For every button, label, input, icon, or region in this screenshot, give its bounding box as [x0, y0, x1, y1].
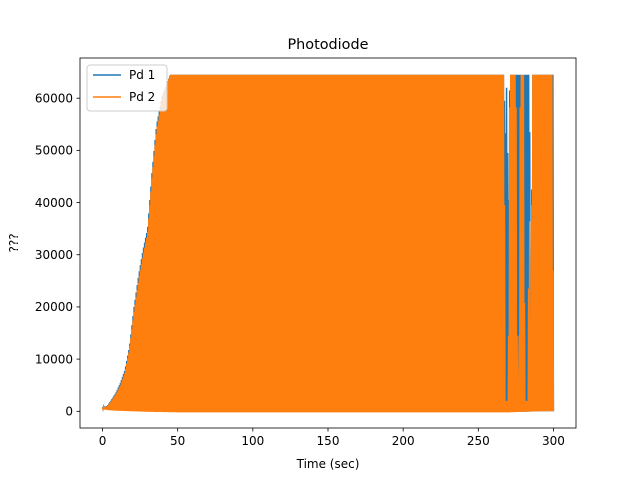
x-tick-label: 250 [467, 434, 490, 448]
series-line-pd-2 [101, 74, 555, 413]
y-tick-label: 60000 [35, 91, 73, 105]
y-tick-label: 20000 [35, 300, 73, 314]
y-tick-label: 40000 [35, 196, 73, 210]
y-tick-label: 0 [65, 405, 73, 419]
y-tick-label: 50000 [35, 144, 73, 158]
x-tick-label: 200 [392, 434, 415, 448]
y-tick-label: 10000 [35, 352, 73, 366]
x-axis-label: Time (sec) [296, 457, 360, 471]
x-tick-label: 0 [99, 434, 107, 448]
legend: Pd 1 Pd 2 [86, 64, 168, 112]
y-tick-label: 30000 [35, 248, 73, 262]
y-axis-ticks: 0 10000 20000 30000 40000 50000 60000 [35, 91, 80, 419]
legend-box [86, 64, 168, 112]
legend-entry-pd-2: Pd 2 [129, 90, 155, 104]
x-tick-label: 50 [170, 434, 185, 448]
legend-entry-pd-1: Pd 1 [129, 68, 155, 82]
x-tick-label: 300 [542, 434, 565, 448]
chart-title: Photodiode [288, 37, 369, 53]
x-tick-label: 100 [241, 434, 264, 448]
x-tick-label: 150 [317, 434, 340, 448]
y-axis-label: ??? [7, 233, 21, 252]
series-layer [101, 74, 555, 413]
x-axis-ticks: 0 50 100 150 200 250 300 [99, 428, 565, 448]
